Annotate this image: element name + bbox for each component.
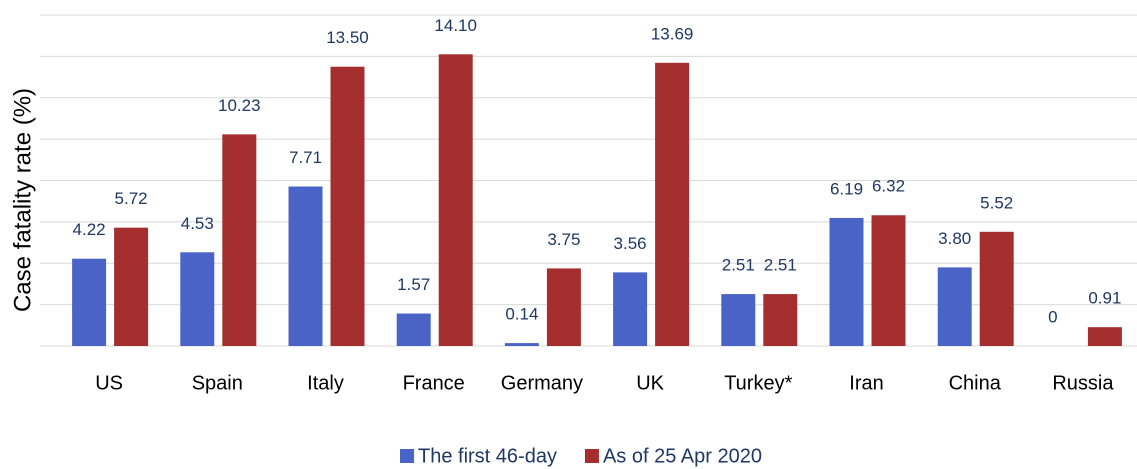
legend-swatch bbox=[400, 449, 414, 463]
x-tick-label: Italy bbox=[307, 372, 344, 394]
bar bbox=[829, 217, 864, 346]
bar bbox=[937, 267, 972, 346]
legend-label: The first 46-day bbox=[418, 445, 557, 467]
bar bbox=[763, 294, 798, 346]
data-label: 0 bbox=[1048, 307, 1057, 326]
x-tick-label: France bbox=[403, 372, 465, 394]
y-axis-label: Case fatality rate (%) bbox=[9, 88, 36, 312]
legend-label: As of 25 Apr 2020 bbox=[603, 445, 762, 467]
data-label: 3.75 bbox=[547, 230, 580, 249]
data-label: 4.53 bbox=[181, 214, 214, 233]
data-label: 13.69 bbox=[651, 24, 694, 43]
x-tick-label: Germany bbox=[501, 372, 583, 394]
bar bbox=[1087, 327, 1122, 346]
data-label: 2.51 bbox=[764, 256, 797, 275]
bar bbox=[114, 227, 149, 346]
bar bbox=[613, 272, 648, 346]
x-tick-label: Russia bbox=[1052, 372, 1114, 394]
data-label: 5.52 bbox=[980, 193, 1013, 212]
bar bbox=[396, 313, 431, 346]
x-tick-label: UK bbox=[636, 372, 664, 394]
x-tick-label: Turkey* bbox=[724, 372, 792, 394]
data-label: 5.72 bbox=[115, 189, 148, 208]
bar bbox=[180, 252, 215, 346]
bar bbox=[546, 268, 581, 346]
x-tick-label: Iran bbox=[849, 372, 883, 394]
data-label: 13.50 bbox=[326, 28, 369, 47]
bar bbox=[871, 215, 906, 346]
x-tick-label: China bbox=[949, 372, 1002, 394]
data-label: 0.14 bbox=[505, 305, 538, 324]
data-label: 14.10 bbox=[434, 16, 477, 35]
bar bbox=[288, 186, 323, 346]
data-label: 0.91 bbox=[1088, 289, 1121, 308]
data-label: 10.23 bbox=[218, 96, 261, 115]
bar bbox=[438, 54, 473, 347]
x-tick-label: US bbox=[95, 372, 123, 394]
bar bbox=[504, 343, 539, 346]
bar bbox=[72, 258, 107, 346]
data-label: 6.19 bbox=[830, 179, 863, 198]
data-label: 7.71 bbox=[289, 148, 322, 167]
data-label: 1.57 bbox=[397, 275, 430, 294]
bar bbox=[222, 134, 257, 346]
data-label: 2.51 bbox=[722, 256, 755, 275]
x-tick-label: Spain bbox=[192, 372, 243, 394]
data-label: 4.22 bbox=[73, 220, 106, 239]
data-label: 6.32 bbox=[872, 177, 905, 196]
bar bbox=[979, 231, 1014, 346]
bar bbox=[330, 66, 365, 346]
legend-swatch bbox=[584, 449, 599, 463]
data-label: 3.56 bbox=[614, 234, 647, 253]
data-label: 3.80 bbox=[938, 229, 971, 248]
bar bbox=[655, 62, 690, 347]
bar bbox=[721, 294, 756, 346]
